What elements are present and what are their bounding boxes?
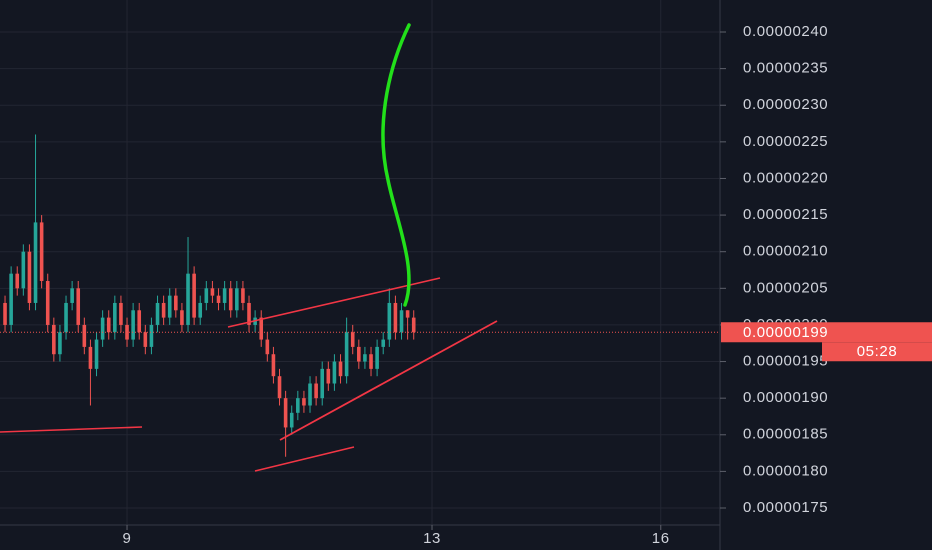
candle-body <box>174 295 178 311</box>
candle-body <box>228 288 233 311</box>
trend-line <box>227 277 441 328</box>
candle-body <box>167 295 172 318</box>
candle-body <box>186 273 190 325</box>
candle-body <box>192 273 196 318</box>
candle-body <box>247 302 251 325</box>
candle-body <box>235 288 239 311</box>
candle-body <box>265 339 270 355</box>
candle-body <box>137 310 142 333</box>
y-tick-label: 0.00000185 <box>743 426 828 443</box>
y-tick-label: 0.00000240 <box>743 23 828 40</box>
candle-body <box>155 302 160 325</box>
candle-body <box>33 222 38 303</box>
candle-body <box>94 339 99 369</box>
candle-body <box>399 310 404 333</box>
candle-body <box>332 361 337 384</box>
candle-body <box>338 361 343 377</box>
candle-body <box>210 288 215 296</box>
candle-body <box>70 288 74 303</box>
last-price-label: 0.00000199 <box>743 324 828 341</box>
y-tick-label: 0.00000230 <box>743 96 828 113</box>
candle-body <box>320 368 325 399</box>
candle-body <box>125 324 129 340</box>
candle-body <box>143 332 148 347</box>
candle-body <box>277 376 282 399</box>
candle-body <box>411 317 416 333</box>
candle-body <box>222 288 227 303</box>
y-tick-label: 0.00000195 <box>743 353 828 370</box>
projection-curve <box>381 23 411 307</box>
x-tick-label: 9 <box>123 530 132 547</box>
candle-body <box>283 398 288 428</box>
countdown-box <box>822 342 932 362</box>
y-tick-label: 0.00000225 <box>743 133 828 150</box>
candle-body <box>289 412 294 428</box>
candle-body <box>387 302 392 340</box>
x-tick-label: 16 <box>652 530 670 547</box>
y-tick-label: 0.00000215 <box>743 206 828 223</box>
candle-body <box>100 317 105 340</box>
candle-body <box>308 383 312 406</box>
candles <box>0 134 720 457</box>
trend-line <box>279 320 498 441</box>
y-tick-label: 0.00000210 <box>743 243 828 260</box>
candle-body <box>344 332 349 377</box>
candle-body <box>88 346 93 369</box>
x-tick-label: 13 <box>423 530 441 547</box>
candle-body <box>357 346 361 362</box>
y-tick-label: 0.00000220 <box>743 169 828 186</box>
candle-body <box>369 354 373 369</box>
candle-body <box>113 302 117 333</box>
trend-line <box>0 426 143 433</box>
y-tick-label: 0.00000235 <box>743 60 828 77</box>
candle-body <box>21 251 26 289</box>
candle-body <box>27 251 32 303</box>
candle-body <box>393 302 398 333</box>
candle-body <box>326 368 331 384</box>
candle-body <box>161 302 166 318</box>
candle-body <box>39 222 44 281</box>
candle-body <box>15 273 20 289</box>
candle-body <box>106 317 111 333</box>
candle-body <box>259 317 264 340</box>
y-tick-label: 0.00000205 <box>743 279 828 296</box>
candle-body <box>381 339 386 347</box>
candle-body <box>3 302 7 325</box>
drawings <box>0 23 498 472</box>
candle-body <box>76 288 81 325</box>
candle-body <box>405 310 410 318</box>
candle-body <box>204 288 209 303</box>
candle-body <box>375 346 379 369</box>
candle-body <box>180 310 184 325</box>
last-price-box <box>721 322 932 343</box>
axes: 0.00000175 0.00000180 0.00000185 0.00000190… <box>123 23 932 547</box>
candle-body <box>350 332 355 347</box>
countdown-label: 05:28 <box>857 343 898 360</box>
candle-body <box>296 398 300 413</box>
y-tick-label: 0.00000175 <box>743 499 828 516</box>
candle-body <box>131 310 135 340</box>
candle-body <box>302 398 306 406</box>
candle-body <box>216 295 221 303</box>
candle-body <box>82 324 87 347</box>
y-tick-label: 0.00000190 <box>743 389 828 406</box>
candle-body <box>9 273 13 325</box>
candle-body <box>271 354 276 377</box>
candle-body <box>45 280 50 325</box>
candle-body <box>58 332 62 355</box>
candle-body <box>198 302 203 318</box>
candle-body <box>363 354 367 362</box>
candle-body <box>241 288 245 303</box>
grid <box>0 0 720 525</box>
candle-body <box>119 302 123 325</box>
y-tick-label: 0.00000180 <box>743 462 828 479</box>
candle-body <box>149 324 154 347</box>
candle-body <box>52 324 56 355</box>
candle-body <box>64 302 68 333</box>
trend-line <box>254 446 355 472</box>
candle-body <box>314 383 318 399</box>
